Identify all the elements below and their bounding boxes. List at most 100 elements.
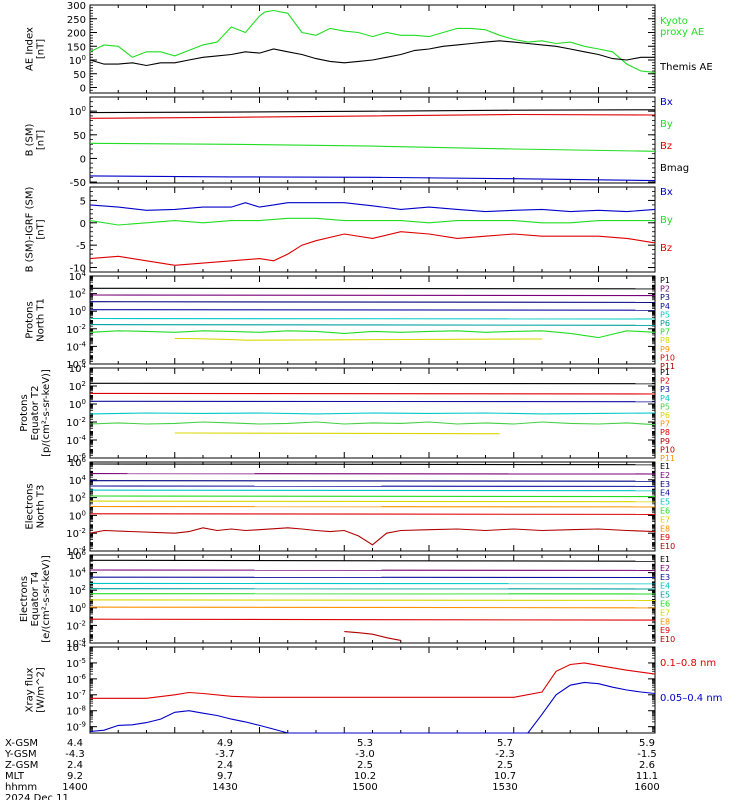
y-tick-label: 10-2 <box>66 619 86 632</box>
series-p2 <box>89 294 656 297</box>
footer-value: 2.5 <box>497 760 513 771</box>
panel-7: 10-4 10-2 100 102 104 106 ElectronsEquator T4[… <box>19 549 675 650</box>
series-e9 <box>89 513 656 515</box>
series-by <box>89 217 655 226</box>
y-tick-label: 106 <box>69 456 87 469</box>
legend-e5: E5 <box>660 591 670 600</box>
legend-p5: P5 <box>660 402 670 411</box>
legend-e1: E1 <box>660 555 670 564</box>
footer-value: 5.9 <box>639 738 655 749</box>
series-p8 <box>174 337 542 341</box>
series-p3 <box>89 301 656 303</box>
legend-bx: Bx <box>660 97 673 108</box>
panel-frame <box>89 646 656 734</box>
series-by <box>89 142 656 152</box>
footer-value: 9.2 <box>67 771 83 782</box>
legend-p10: P10 <box>660 445 675 454</box>
y-tick-label: 10-6 <box>66 452 86 465</box>
y-axis-label: B (SM)-IGRF (SM)[nT] <box>25 187 47 273</box>
footer-date: 2024 Dec 11 <box>5 793 69 800</box>
y-tick-label: 10-6 <box>66 358 86 371</box>
series-p6 <box>174 432 500 435</box>
ephemeris-footer: X-GSM 4.4 4.9 5.3 5.7 5.9 Y-GSM -4.3 -3.7 -3.0 -2.… <box>4 738 660 800</box>
y-tick-label: 10-2 <box>66 527 86 540</box>
legend-0-05-0-4-nm: 0.05–0.4 nm <box>660 693 722 704</box>
footer-value: -3.0 <box>355 749 375 760</box>
series-e5 <box>89 489 656 492</box>
y-tick-label: 0 <box>80 219 86 230</box>
series-e10 <box>344 631 401 641</box>
legend-p2: P2 <box>660 377 670 386</box>
y-axis-label: AE Index[nT] <box>25 27 47 71</box>
y-axis-label: B (SM)[nT] <box>25 123 47 156</box>
y-tick-label: 10-4 <box>66 340 86 353</box>
legend-bz: Bz <box>660 243 672 254</box>
footer-value: -3.7 <box>215 749 235 760</box>
legend-e2: E2 <box>660 564 670 573</box>
footer-value: 5.3 <box>357 738 373 749</box>
y-tick-label: 104 <box>69 474 87 487</box>
y-tick-label: 100 <box>69 509 86 522</box>
legend-by: By <box>660 119 673 130</box>
series-p4 <box>89 309 656 311</box>
footer-row-label: MLT <box>5 771 25 782</box>
series-e1 <box>89 559 656 562</box>
legend-p11: P11 <box>660 454 675 463</box>
footer-row-label: Z-GSM <box>5 760 38 771</box>
footer-value: 10.7 <box>494 771 516 782</box>
panel-3: -10 -5 0 5 B (SM)-IGRF (SM)[nT] Bx By Bz <box>25 186 673 275</box>
legend-e8: E8 <box>660 617 670 626</box>
y-tick-label: 102 <box>69 288 86 301</box>
footer-value: 10.2 <box>354 771 376 782</box>
series-bz <box>89 231 656 266</box>
series-themis-ae <box>89 40 655 67</box>
legend-p9: P9 <box>660 345 670 354</box>
legend-bx: Bx <box>660 187 673 198</box>
y-tick-label: 104 <box>69 270 87 283</box>
legend-e4: E4 <box>660 582 670 591</box>
footer-value: -2.3 <box>495 749 515 760</box>
panel-frame <box>89 554 656 644</box>
series-e9 <box>89 618 656 621</box>
y-tick-label: 100 <box>69 305 86 318</box>
legend-e5: E5 <box>660 498 670 507</box>
footer-value: -4.3 <box>65 749 85 760</box>
y-axis-label: ElectronsNorth T3 <box>25 483 47 529</box>
y-tick-label: 200 <box>67 29 86 40</box>
legend-p4: P4 <box>660 394 670 403</box>
series-p4 <box>89 412 656 415</box>
legend-p8: P8 <box>660 428 670 437</box>
series-e8 <box>89 606 656 609</box>
y-tick-label: 250 <box>67 15 86 26</box>
series-p5 <box>89 317 656 320</box>
legend-e10: E10 <box>660 542 675 551</box>
y-tick-label: 100 <box>69 602 86 615</box>
legend-p7: P7 <box>660 420 670 429</box>
legend-p6: P6 <box>660 411 670 420</box>
legend-p3: P3 <box>660 385 670 394</box>
panel-frame <box>89 186 656 273</box>
y-tick-label: 10-9 <box>66 721 86 734</box>
y-tick-label: 10-2 <box>66 323 86 336</box>
series-bx <box>89 202 656 213</box>
legend-p1: P1 <box>660 276 670 285</box>
legend-0-1-0-8-nm: 0.1–0.8 nm <box>660 658 716 669</box>
y-tick-label: 50 <box>73 131 86 142</box>
footer-value: 1400 <box>62 782 87 793</box>
footer-value: 2.5 <box>357 760 373 771</box>
footer-value: -1.5 <box>637 749 657 760</box>
y-tick-label: 10-7 <box>66 689 86 702</box>
y-axis-label: Xray flux[W/m^2] <box>25 667 47 713</box>
series-p2 <box>89 392 656 395</box>
legend-e9: E9 <box>660 626 670 635</box>
legend-bmag: Bmag <box>660 163 689 174</box>
legend-e7: E7 <box>660 608 670 617</box>
legend-e1: E1 <box>660 462 670 471</box>
footer-row-label: Y-GSM <box>4 749 37 760</box>
footer-value: 2.4 <box>217 760 233 771</box>
legend-p1: P1 <box>660 368 670 377</box>
legend-e3: E3 <box>660 480 670 489</box>
legend-p3: P3 <box>660 293 670 302</box>
